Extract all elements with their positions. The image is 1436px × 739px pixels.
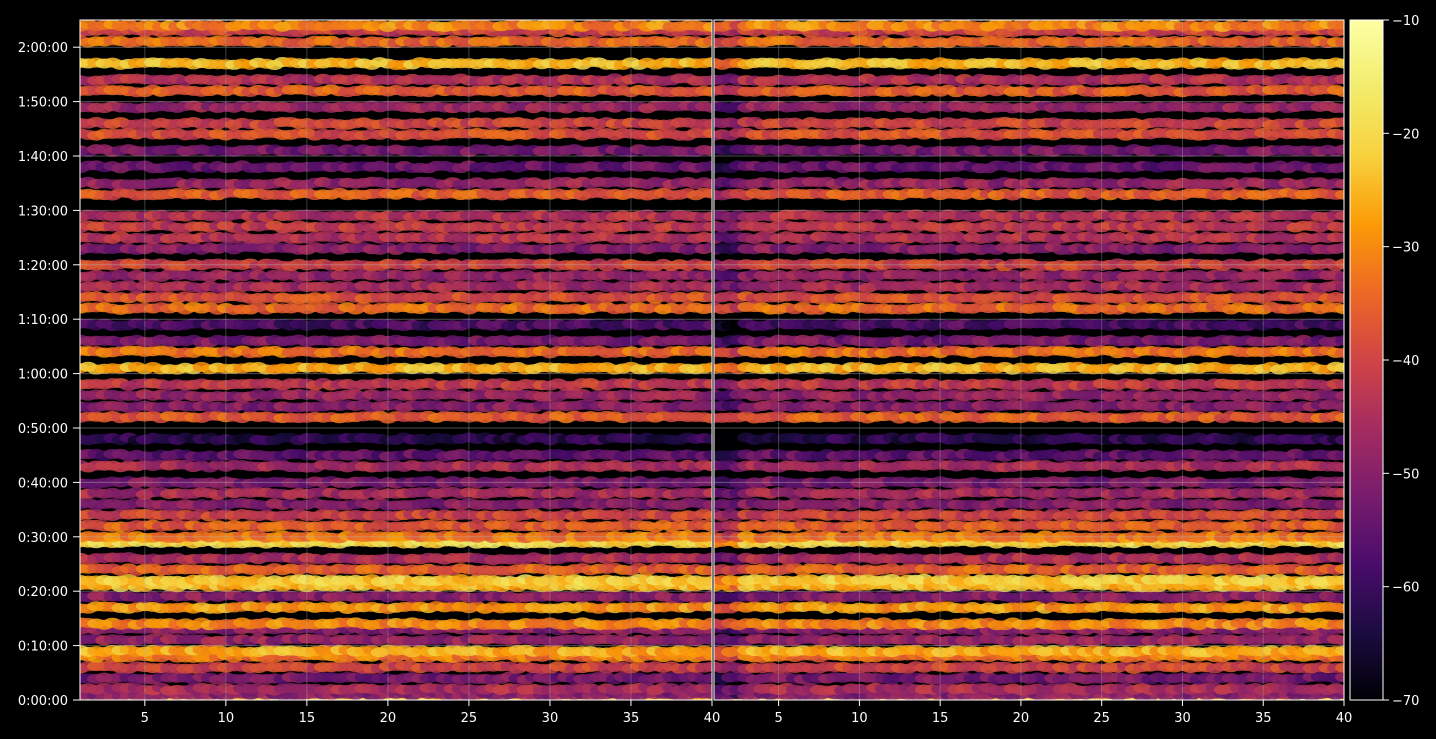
heatmap-cell-left-4 (703, 661, 712, 672)
heatmap-cell-left-23 (703, 461, 712, 472)
heatmap-cell-left-24 (703, 450, 712, 461)
heatmap-cell-left-18 (703, 521, 712, 532)
heatmap-cell-left-17 (703, 531, 712, 542)
heatmap-cell-left-10 (703, 601, 712, 612)
left-panel (79, 19, 713, 701)
heatmap-cell-left-21 (703, 487, 712, 498)
heatmap-cell-left-3 (703, 672, 712, 683)
heatmap-cell-left-20 (703, 500, 712, 511)
heatmap-cell-left-15 (703, 552, 712, 563)
heatmap-cell-left-32 (703, 334, 712, 345)
heatmap-cell-left-13 (703, 575, 712, 586)
right-panel (713, 19, 1345, 701)
heatmap-cell-left-11 (703, 590, 712, 601)
heatmap-cell-left-19 (703, 511, 712, 522)
heatmap-cell-left-31 (703, 346, 712, 357)
left-heatmap-marks (80, 20, 712, 700)
heatmap-cell-left-7 (703, 634, 712, 645)
heatmap-cell-left-9 (703, 617, 712, 628)
heatmap-cell-left-25 (703, 433, 712, 444)
heatmap-cell-left-6 (703, 647, 712, 658)
heatmap-cell-left-22 (703, 476, 712, 487)
heatmap-cell-left-2 (703, 684, 712, 695)
heatmap-cell-left-26 (703, 413, 712, 424)
heatmap-cell-left-14 (703, 565, 712, 576)
heatmap-cell-left-28 (703, 390, 712, 401)
heatmap-cell-left-29 (703, 378, 712, 389)
heatmap-cell-left-30 (703, 362, 712, 373)
heatmap-cell-left-27 (703, 400, 712, 411)
